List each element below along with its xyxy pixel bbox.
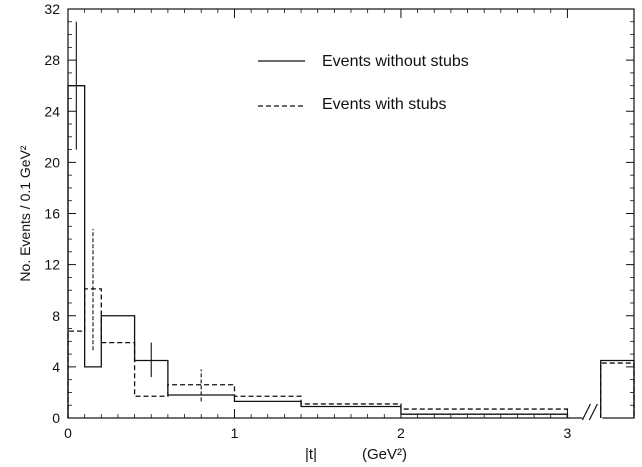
histogram-bin xyxy=(85,289,102,418)
histogram-bin xyxy=(234,396,301,418)
x-tick-label: 3 xyxy=(564,425,572,441)
y-axis-label: No. Events / 0.1 GeV² xyxy=(17,145,33,282)
histogram-bin xyxy=(68,331,85,418)
plot-frame xyxy=(67,8,635,419)
axis-break-slash xyxy=(581,403,591,421)
x-tick-label: 2 xyxy=(397,425,405,441)
legend-label-without-stubs: Events without stubs xyxy=(322,53,469,70)
x-axis-unit: (GeV²) xyxy=(362,446,407,463)
x-axis-label: |t| xyxy=(305,446,317,463)
y-tick-label: 16 xyxy=(44,206,60,222)
histogram-step-line xyxy=(67,288,569,418)
y-tick-label: 12 xyxy=(44,257,60,273)
histogram-bin xyxy=(601,363,634,418)
series-layer xyxy=(67,21,635,418)
y-tick-label: 4 xyxy=(52,359,60,375)
y-tick-label: 28 xyxy=(44,52,60,68)
axis-break-slash xyxy=(588,403,598,421)
series-with-stubs xyxy=(67,228,635,418)
y-tick-label: 8 xyxy=(52,308,60,324)
histogram-bin xyxy=(135,396,168,418)
legend: Events without stubs Events with stubs xyxy=(258,53,469,113)
y-tick-label: 24 xyxy=(44,103,60,119)
x-tick-label: 0 xyxy=(64,425,72,441)
y-tick-label: 32 xyxy=(44,1,60,17)
x-tick-label: 1 xyxy=(231,425,239,441)
histogram-bin xyxy=(301,404,401,418)
histogram-bin xyxy=(101,343,134,418)
y-tick-label: 20 xyxy=(44,154,60,170)
histogram-step-line xyxy=(600,362,635,418)
axis-break-mask xyxy=(582,404,603,420)
plot-border xyxy=(67,8,635,419)
y-tick-label: 0 xyxy=(52,410,60,426)
legend-label-with-stubs: Events with stubs xyxy=(322,96,447,113)
histogram-bin xyxy=(401,409,567,418)
series-without-stubs xyxy=(67,21,635,418)
